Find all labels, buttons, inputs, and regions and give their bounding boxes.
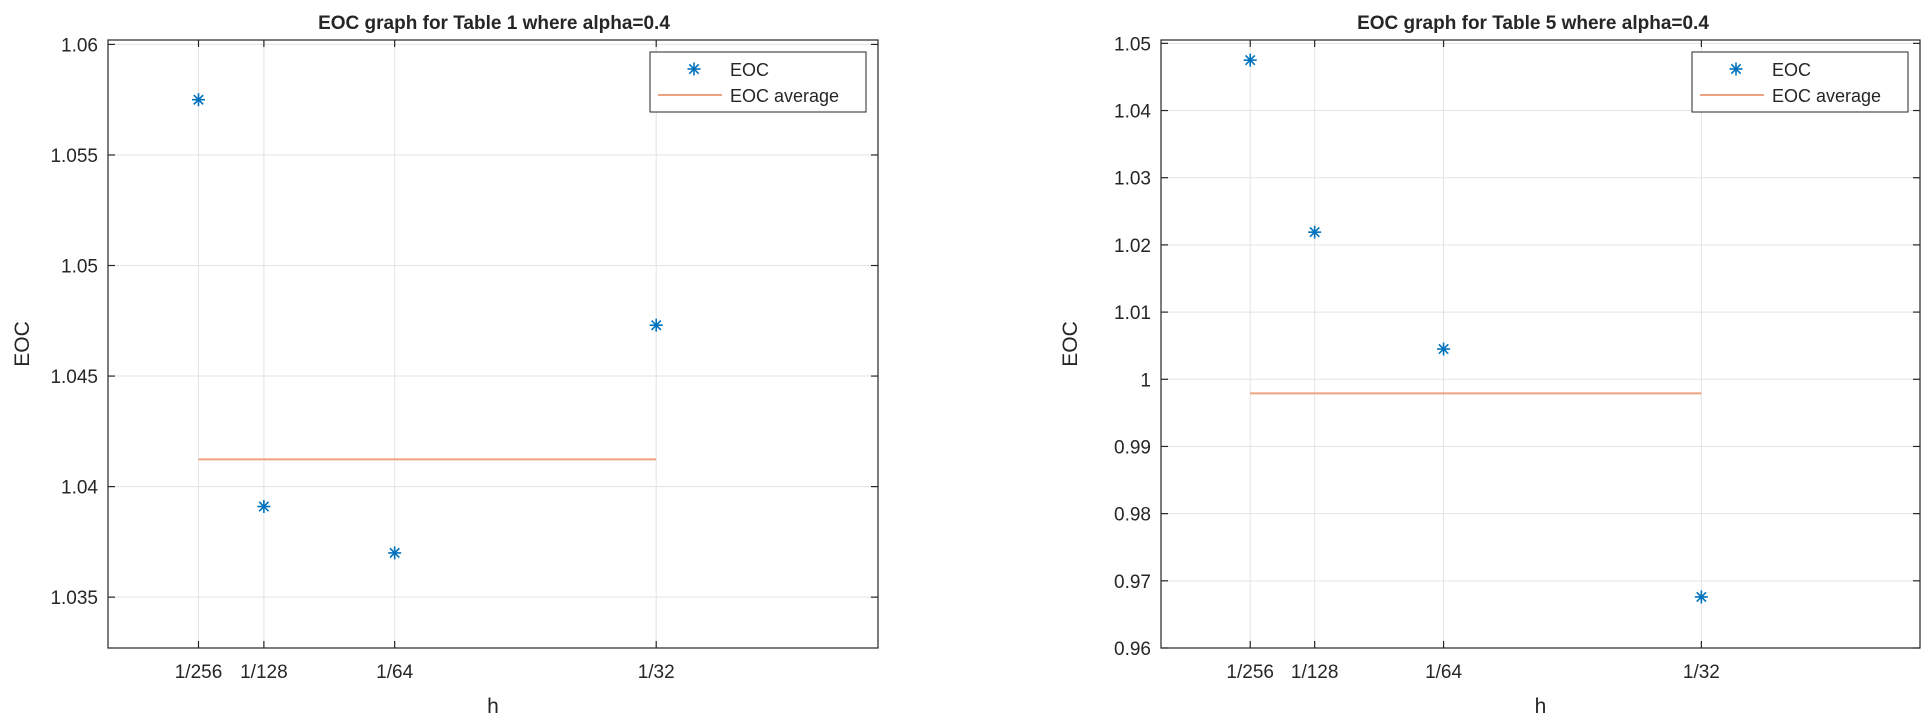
grid-lines xyxy=(1161,40,1920,649)
y-tick-label: 1.01 xyxy=(1114,303,1151,324)
eoc-point xyxy=(257,500,271,514)
x-axis-label: h xyxy=(1535,695,1547,718)
chart-table-5: EOC graph for Table 5 where alpha=0.4 1/… xyxy=(1059,13,1921,718)
x-tick-label: 1/128 xyxy=(1291,662,1339,683)
x-tick-label: 1/128 xyxy=(240,662,288,683)
chart-table-1: EOC graph for Table 1 where alpha=0.4 1/… xyxy=(11,13,879,718)
eoc-point xyxy=(191,93,205,107)
chart-title: EOC graph for Table 1 where alpha=0.4 xyxy=(318,13,670,34)
y-tick-label: 0.97 xyxy=(1114,572,1151,593)
legend-box xyxy=(1691,51,1909,113)
y-tick-label: 1.03 xyxy=(1114,169,1151,190)
y-tick-label: 1.04 xyxy=(1114,102,1151,123)
y-tick-label: 1 xyxy=(1140,370,1151,391)
axis-ticks: 1/256 1/128 1/64 1/32 0.96 0.97 0.98 0.99 1 1.01 1… xyxy=(1114,34,1920,683)
legend: EOC EOC average xyxy=(649,51,867,113)
legend-label-average: EOC average xyxy=(1772,86,1881,106)
eoc-point xyxy=(649,318,663,332)
chart-title: EOC graph for Table 5 where alpha=0.4 xyxy=(1357,13,1709,34)
legend-label-eoc: EOC xyxy=(1772,60,1811,80)
y-tick-label: 1.05 xyxy=(1114,34,1151,55)
y-tick-label: 1.05 xyxy=(61,257,98,278)
grid-lines xyxy=(108,40,878,648)
legend-eoc-marker-icon xyxy=(687,62,701,76)
y-axis-label: EOC xyxy=(11,321,34,367)
x-tick-label: 1/32 xyxy=(1683,662,1720,683)
plot-frame xyxy=(1160,39,1921,649)
y-tick-label: 1.04 xyxy=(61,478,98,499)
x-axis-label: h xyxy=(487,695,499,718)
y-tick-label: 1.06 xyxy=(61,35,98,56)
y-tick-label: 1.02 xyxy=(1114,236,1151,257)
y-tick-label: 0.99 xyxy=(1114,437,1151,458)
legend-eoc-marker-icon xyxy=(1729,62,1743,76)
legend: EOC EOC average xyxy=(1691,51,1909,113)
y-axis-label: EOC xyxy=(1059,321,1082,367)
legend-star xyxy=(687,62,701,76)
x-tick-label: 1/256 xyxy=(1226,662,1274,683)
y-tick-label: 0.96 xyxy=(1114,639,1151,660)
y-tick-label: 1.045 xyxy=(50,367,98,388)
eoc-point xyxy=(1243,53,1257,67)
x-tick-label: 1/64 xyxy=(376,662,413,683)
eoc-markers xyxy=(1243,53,1708,604)
legend-box xyxy=(649,51,867,113)
x-tick-label: 1/32 xyxy=(638,662,675,683)
eoc-point xyxy=(388,546,402,560)
plot-frame xyxy=(107,39,879,649)
y-tick-label: 1.055 xyxy=(50,146,98,167)
eoc-markers xyxy=(191,93,663,560)
axis-ticks: 1/256 1/128 1/64 1/32 1.035 1.04 1.045 1.05 1.05… xyxy=(50,35,878,683)
x-tick-label: 1/256 xyxy=(175,662,223,683)
legend-label-eoc: EOC xyxy=(730,60,769,80)
y-tick-label: 1.035 xyxy=(50,588,98,609)
y-tick-label: 0.98 xyxy=(1114,505,1151,526)
eoc-point xyxy=(1308,225,1322,239)
eoc-point xyxy=(1437,342,1451,356)
eoc-point xyxy=(1694,590,1708,604)
legend-star xyxy=(1729,62,1743,76)
legend-label-average: EOC average xyxy=(730,86,839,106)
x-tick-label: 1/64 xyxy=(1425,662,1462,683)
